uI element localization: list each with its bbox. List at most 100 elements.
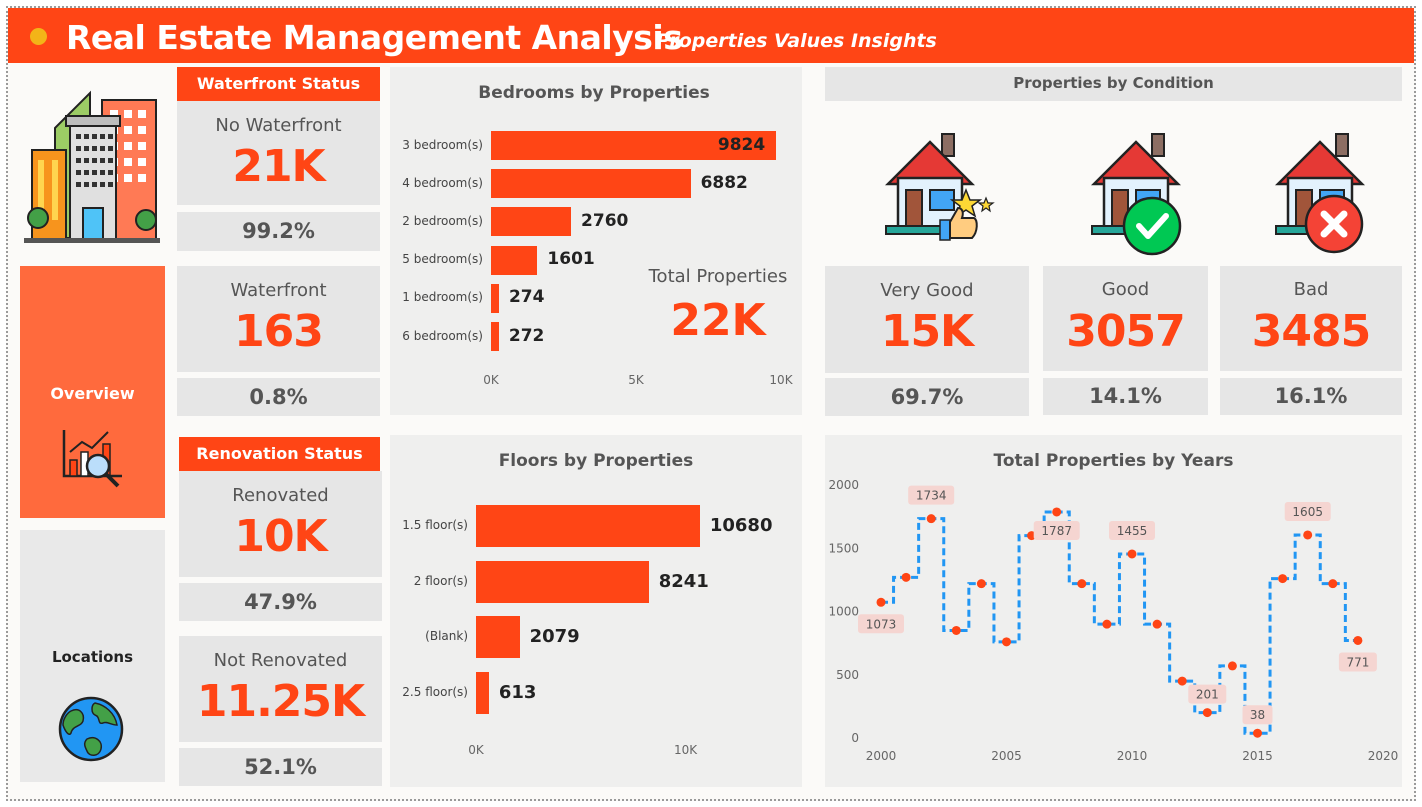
waterfront-label: Waterfront (230, 280, 327, 301)
category-label: 6 bedroom(s) (402, 328, 483, 343)
nav-overview-button[interactable]: Overview (20, 266, 165, 518)
x-tick-label: 2000 (866, 749, 897, 763)
bar (491, 169, 691, 199)
y-tick-label: 0 (851, 731, 859, 745)
floors-chart-title: Floors by Properties (498, 451, 694, 471)
category-label: 2.5 floor(s) (402, 684, 468, 699)
data-label-bg (1338, 652, 1377, 672)
data-point (1202, 708, 1212, 718)
bad-value: 3485 (1251, 306, 1371, 357)
data-point (1077, 579, 1087, 589)
data-point (1227, 661, 1237, 671)
data-point (1052, 507, 1062, 517)
data-label-bg (858, 614, 904, 634)
page-title: Real Estate Management Analysis (66, 18, 683, 57)
bar-value-label: 8241 (658, 570, 709, 592)
bedrooms-chart-panel: Bedrooms by Properties 3 bedroom(s) 9824 4… (390, 67, 802, 415)
data-label: 1605 (1292, 505, 1323, 519)
house-x-icon (1272, 128, 1372, 256)
years-chart-title: Total Properties by Years (993, 451, 1234, 471)
floors-chart-panel: Floors by Properties 1.5 floor(s) 10680 2 … (390, 435, 802, 787)
bar (491, 131, 776, 160)
page-subtitle: Properties Values Insights (656, 30, 937, 52)
y-tick-label: 2000 (828, 478, 859, 492)
banner-dot (30, 28, 47, 45)
series-line (881, 510, 1358, 735)
data-label-bg (908, 485, 955, 505)
very-good-label: Very Good (880, 280, 974, 301)
data-label-bg (1109, 520, 1155, 540)
bar-value-label: 1601 (547, 249, 595, 270)
renovated-card: Renovated 10K (179, 471, 382, 577)
y-tick-label: 1000 (828, 605, 859, 619)
no-waterfront-pct: 99.2% (177, 212, 380, 251)
bar (476, 616, 520, 658)
data-point (1177, 676, 1187, 686)
nav-locations-label: Locations (51, 648, 134, 666)
data-point (1152, 619, 1162, 629)
category-label: 1.5 floor(s) (402, 518, 468, 532)
y-tick-label: 500 (836, 668, 859, 682)
data-point (926, 514, 936, 524)
category-label: 4 bedroom(s) (402, 175, 483, 190)
data-label: 771 (1346, 655, 1369, 669)
bar (491, 207, 572, 237)
bar-value-label: 9824 (717, 134, 766, 155)
good-label: Good (1101, 279, 1150, 300)
data-label: 38 (1250, 708, 1265, 722)
not-renovated-label: Not Renovated (213, 650, 348, 671)
no-waterfront-card: No Waterfront 21K (177, 101, 380, 205)
total-properties-value: 22K (670, 295, 766, 346)
bedrooms-chart-plot: 3 bedroom(s) 9824 4 bedroom(s) 6882 2 bedroo… (390, 67, 802, 415)
renovated-value: 10K (234, 511, 327, 562)
data-label-bg (1242, 705, 1273, 725)
data-label-bg (1033, 520, 1080, 540)
waterfront-pct: 0.8% (177, 378, 380, 416)
bar-value-label: 6882 (700, 172, 748, 193)
bar-value-label: 613 (498, 681, 537, 703)
house-thumbs-up-icon (878, 128, 998, 246)
bar (476, 560, 649, 603)
good-card: Good 3057 (1043, 266, 1208, 371)
x-tick-label: 10K (769, 373, 793, 387)
bar-value-label: 272 (508, 325, 545, 346)
data-point (901, 572, 911, 582)
bad-card: Bad 3485 (1220, 266, 1402, 371)
x-tick-label: 2005 (991, 749, 1022, 763)
chart-magnifier-icon (60, 426, 126, 492)
bar-value-label: 10680 (709, 515, 773, 536)
waterfront-value: 163 (234, 306, 324, 357)
x-tick-label: 2020 (1368, 749, 1399, 763)
bar-value-label: 274 (508, 287, 545, 308)
data-point (1353, 635, 1363, 645)
x-tick-label: 2015 (1242, 749, 1273, 763)
x-tick-label: 2010 (1117, 749, 1148, 763)
title-banner: Real Estate Management Analysis Properti… (8, 8, 1414, 63)
data-point (976, 579, 986, 589)
data-point (1127, 549, 1137, 559)
y-tick-label: 1500 (828, 541, 859, 555)
bar-value-label: 2079 (529, 626, 580, 647)
bad-pct: 16.1% (1220, 378, 1402, 415)
data-point (1303, 530, 1313, 540)
data-label: 1787 (1041, 524, 1072, 538)
data-point (1328, 579, 1338, 589)
floors-chart-plot: 1.5 floor(s) 10680 2 floor(s) 8241 (Blank) 20… (390, 435, 802, 787)
data-label: 1455 (1117, 524, 1148, 538)
house-check-icon (1088, 128, 1188, 256)
category-label: 5 bedroom(s) (402, 252, 483, 267)
condition-title-bar: Properties by Condition (825, 67, 1402, 101)
no-waterfront-value: 21K (232, 141, 325, 192)
very-good-card: Very Good 15K (825, 266, 1029, 373)
total-properties-label: Total Properties (648, 266, 788, 287)
renovated-label: Renovated (232, 485, 329, 506)
x-tick-label: 10K (674, 743, 698, 757)
nav-overview-label: Overview (50, 384, 135, 403)
bad-label: Bad (1293, 279, 1329, 300)
nav-locations-button[interactable]: Locations (20, 530, 165, 782)
not-renovated-value: 11.25K (196, 676, 365, 727)
bedrooms-chart-title: Bedrooms by Properties (478, 83, 710, 103)
renovation-status-header: Renovation Status (179, 437, 380, 471)
renovated-pct: 47.9% (179, 583, 382, 621)
x-tick-label: 0K (483, 373, 499, 387)
